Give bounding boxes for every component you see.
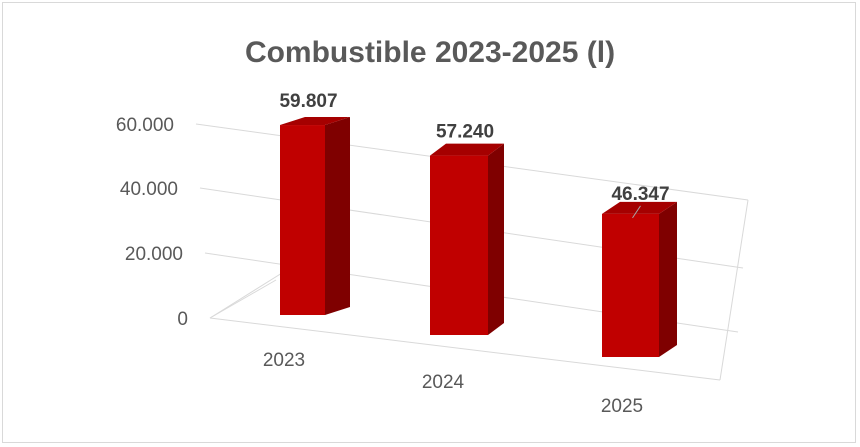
chart-title: Combustible 2023-2025 (l)	[245, 36, 615, 69]
bar-side	[659, 201, 677, 357]
bar	[280, 125, 325, 316]
bar-top	[430, 143, 504, 156]
data-label: 46.347	[611, 184, 669, 205]
x-category-label: 2025	[601, 396, 643, 417]
data-label: 59.807	[279, 91, 337, 112]
leader-line	[632, 205, 641, 219]
bar-top	[280, 117, 350, 126]
y-tick-label: 20.000	[125, 244, 183, 265]
bars	[280, 117, 677, 357]
y-tick-label: 0	[177, 309, 188, 330]
bar	[602, 213, 659, 357]
floor-edge	[209, 279, 277, 319]
data-labels: 59.807 57.240 46.347	[279, 91, 670, 219]
gridline	[209, 317, 721, 381]
bar	[430, 155, 488, 335]
chart-frame	[2, 2, 856, 443]
floor-line	[209, 267, 291, 319]
y-tick-label: 40.000	[120, 179, 178, 200]
y-tick-label: 60.000	[116, 115, 174, 136]
x-category-label: 2023	[263, 350, 305, 371]
x-category-label: 2024	[422, 372, 465, 393]
x-axis-categories: 2023 2024 2025	[263, 350, 643, 417]
wall-edge	[719, 199, 749, 381]
bar-side	[325, 117, 350, 316]
y-axis-ticks: 0 20.000 40.000 60.000	[116, 115, 188, 330]
data-label: 57.240	[436, 122, 494, 143]
bar-side	[488, 143, 504, 335]
